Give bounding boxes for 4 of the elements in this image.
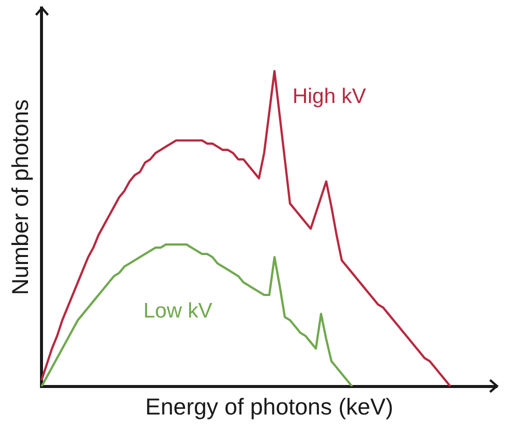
y-axis-title: Number of photons [7,99,34,296]
series-label: High kV [292,84,366,108]
series-label: Low kV [143,299,212,322]
x-axis-title: Energy of photons (keV) [145,394,394,420]
